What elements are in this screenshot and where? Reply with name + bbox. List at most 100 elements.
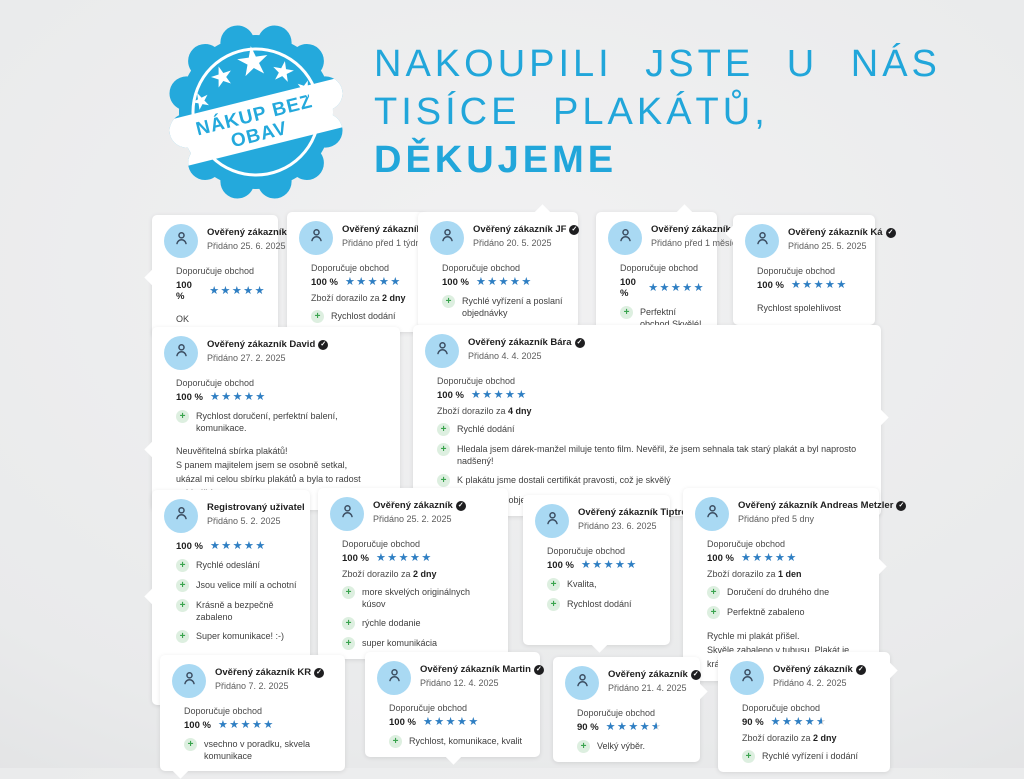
avatar <box>430 221 464 255</box>
plus-label: Perfektní obchod Skvělé! <box>640 307 702 329</box>
plus-item: + Jsou velice milí a ochotní <box>176 579 298 592</box>
card-tail <box>868 557 887 576</box>
review-card: Ověřený zákazník Petr✓Přidáno před 1 měs… <box>596 204 765 340</box>
plus-icon: + <box>176 599 189 612</box>
rating-row: 100 % ★★★★★ ★★★★★ <box>707 553 867 565</box>
rating-percent: 100 % <box>176 392 203 403</box>
verified-icon: ✓ <box>314 668 325 678</box>
plus-icon: + <box>176 579 189 592</box>
person-icon <box>172 229 191 253</box>
avatar <box>377 661 411 695</box>
avatar <box>695 497 729 531</box>
person-icon <box>338 502 357 526</box>
plus-icon: + <box>389 735 402 748</box>
plus-item: + Rychlé dodání <box>437 423 869 436</box>
person-icon <box>385 666 404 690</box>
rating-percent: 100 % <box>620 277 636 299</box>
plus-label: Krásně a bezpečně zabaleno <box>196 600 274 623</box>
recommends-label: Doporučuje obchod <box>437 376 516 386</box>
rating-percent: 100 % <box>342 553 369 564</box>
plus-list: + Rychlé odeslání + Jsou velice milí a ocho… <box>176 559 298 644</box>
plus-icon: + <box>311 310 324 323</box>
recommends-label: Doporučuje obchod <box>620 263 699 273</box>
rating-stars-icon: ★★★★★★★★★★ <box>422 716 480 728</box>
rating-row: 90 % ★★★★★★★★★★ <box>742 717 878 729</box>
review-date: Přidáno 27. 2. 2025 <box>207 353 286 363</box>
page-title-line1: NAKOUPILI JSTE U NÁS <box>374 43 941 85</box>
rating-row: 100 % ★★★★★ ★★★★★ <box>442 276 566 289</box>
verified-icon: ✓ <box>896 501 907 511</box>
avatar <box>608 221 642 255</box>
rating-stars-icon: ★★★★★★★★★★ <box>475 276 533 288</box>
review-note-line: Neuvěřitelná sbírka plakátů! <box>176 446 288 457</box>
recommends-label: Doporučuje obchod <box>742 703 821 713</box>
review-date: Přidáno 12. 4. 2025 <box>420 678 499 688</box>
card-tail <box>444 746 463 765</box>
plus-item: + Rychlé vyřízení a poslaní objednávky <box>442 295 566 319</box>
reviewer-name: Ověřený zákazník Bára ✓ <box>468 334 585 348</box>
review-body: Doporučuje obchod 90 % ★★★★★★★★★★ + Velký vý… <box>577 708 688 753</box>
rating-stars-icon: ★★★★★★★★★★ <box>375 552 433 564</box>
plus-icon: + <box>547 578 560 591</box>
rating-stars-fill: ★★★★★ <box>605 722 657 733</box>
review-note: OK <box>176 313 266 327</box>
reviewer-info: Ověřený zákazník KR ✓ Přidáno 7. 2. 2025 <box>215 664 325 691</box>
avatar <box>164 224 198 258</box>
plus-label: Super komunikace! :-) <box>196 631 285 642</box>
rating-row: 100 % ★★★★★ ★★★★★ <box>547 559 658 572</box>
person-icon <box>616 226 635 250</box>
reviewer-info: Ověřený zákazník ✓ Přidáno 4. 2. 2025 <box>773 661 866 688</box>
rating-stars-fill: ★★★★★ <box>209 392 267 403</box>
reviewer-name: Ověřený zákazník✓ <box>608 666 701 680</box>
plus-label: Jsou velice milí a ochotní <box>196 580 297 590</box>
review-body: Doporučuje obchod 100 % ★★★★★ ★★★★★ Zboží do… <box>707 539 867 672</box>
review-date: Přidáno 7. 2. 2025 <box>215 681 289 691</box>
review-body: Doporučuje obchod 100 % ★★★★★ ★★★★★ + Kvalita… <box>547 546 658 611</box>
plus-list: + Velký výběr. <box>577 740 688 753</box>
review-card: Ověřený zákazník ✓ Přidáno 21. 4. 2025 Dopo… <box>553 657 708 762</box>
reviewer-name: Ověřený zákazník JF ✓ <box>473 221 580 235</box>
review-body: Doporučuje obchod 100 % ★★★★★ ★★★★★ Zboží do… <box>311 263 414 323</box>
avatar <box>730 661 764 695</box>
plus-item: + Perfektně zabaleno <box>707 606 867 619</box>
review-card: Ověřený zákazník ✓ Přidáno 25. 2. 2025 Dopo… <box>318 488 508 660</box>
avatar <box>164 499 198 533</box>
rating-stars-fill: ★★★★★ <box>344 277 402 288</box>
avatar <box>299 221 333 255</box>
page-title-line2: TISÍCE PLAKÁTŮ, <box>374 91 769 133</box>
delivery-info: Zboží dorazilo za 2 dny <box>311 293 406 303</box>
card-tail <box>879 661 898 680</box>
card-tail <box>171 760 190 779</box>
reviewer-info: Ověřený zákazník✓ Přidáno 25. 6. 2025 <box>207 224 300 251</box>
rating-percent: 100 % <box>176 280 192 302</box>
rating-stars-icon: ★★★★★★★★★★ <box>580 559 638 571</box>
plus-item: + super komunikácia <box>342 637 496 651</box>
plus-label: Rychlost dodání <box>567 599 632 609</box>
rating-stars-fill: ★★★★★ <box>209 285 266 297</box>
reviewer-info: Ověřený zákazník ✓ Přidáno 25. 2. 2025 <box>373 497 466 524</box>
plus-icon: + <box>176 410 189 423</box>
plus-label: super komunikácia <box>362 638 438 649</box>
plus-list: + Doručení do druhého dne + Perfektně zabal… <box>707 586 867 619</box>
rating-stars-fill: ★★★★★ <box>475 277 533 288</box>
rating-percent: 100 % <box>176 541 203 552</box>
recommends-label: Doporučuje obchod <box>442 263 521 273</box>
rating-row: 100 % ★★★★★ ★★★★★ <box>176 280 266 302</box>
rating-percent: 100 % <box>184 720 211 731</box>
delivery-days: 2 dny <box>382 293 406 303</box>
rating-stars-fill: ★★★★★ <box>740 553 798 564</box>
rating-row: 100 % ★★★★★ ★★★★★ <box>342 552 496 565</box>
verified-icon: ✓ <box>855 665 866 675</box>
plus-icon: + <box>184 738 197 751</box>
verified-icon: ✓ <box>885 228 896 238</box>
verified-icon: ✓ <box>690 670 701 680</box>
rating-stars-fill: ★★★★★ <box>580 560 638 571</box>
reviewer-name: Ověřený zákazník KR ✓ <box>215 664 325 678</box>
person-icon <box>573 671 592 695</box>
rating-row: 90 % ★★★★★★★★★★ <box>577 722 688 734</box>
plus-item: + Rychlé odeslání <box>176 559 298 572</box>
rating-percent: 100 % <box>707 553 734 564</box>
page-title: NAKOUPILI JSTE U NÁS TISÍCE PLAKÁTŮ, DĚK… <box>374 40 941 184</box>
review-card: Ověřený zákazník Tiptree✓Přidáno 23. 6. … <box>523 495 705 653</box>
person-icon <box>703 502 722 526</box>
